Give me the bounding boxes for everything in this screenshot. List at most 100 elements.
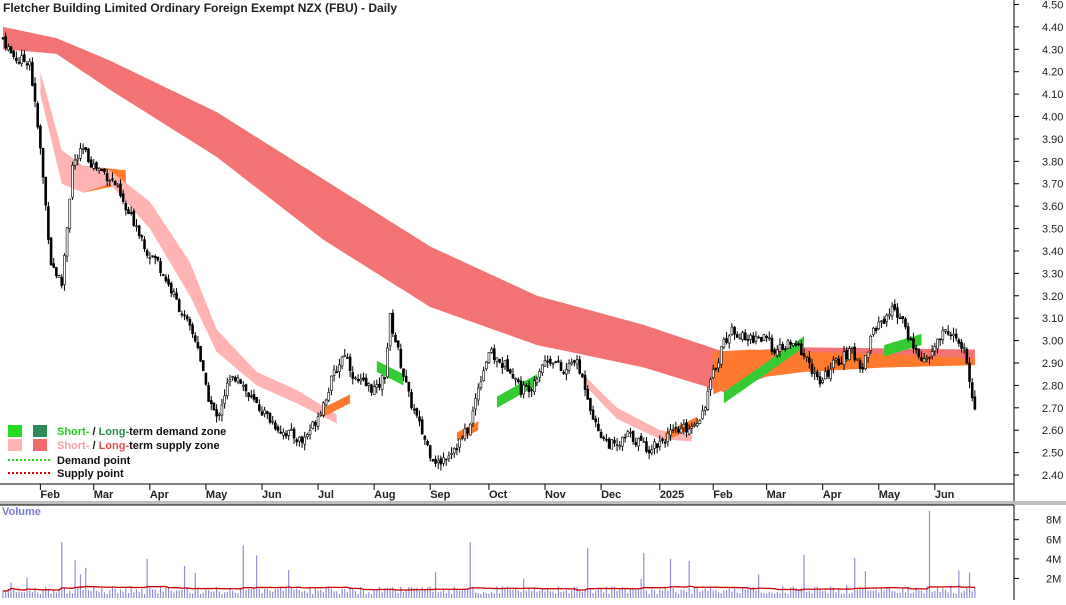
volume-moving-average <box>2 585 975 592</box>
candle-body <box>543 360 547 367</box>
candle-body <box>161 274 165 276</box>
candle-body <box>156 256 160 261</box>
candle-body <box>613 439 616 444</box>
candle-body <box>567 363 571 371</box>
candle-body <box>298 436 301 442</box>
price-tick-label: 4.40 <box>1042 22 1063 34</box>
candle-body <box>837 358 841 366</box>
candle-body <box>813 371 816 374</box>
candle-body <box>460 436 464 439</box>
candle-body <box>308 430 312 435</box>
candle-body <box>423 435 427 440</box>
candle-body <box>738 337 742 340</box>
candle-body <box>322 402 325 416</box>
candle-body <box>44 177 48 206</box>
candle-body <box>637 437 640 447</box>
candle-body <box>893 304 897 310</box>
price-tick-label: 3.60 <box>1042 201 1063 213</box>
zones-layer <box>3 26 975 442</box>
candle-body <box>511 374 515 379</box>
candle-body <box>412 408 416 411</box>
candle-body <box>898 317 902 320</box>
candle-body <box>4 36 7 49</box>
legend-swatch-long-demand <box>33 425 47 437</box>
candle-body <box>824 371 827 380</box>
candle-body <box>20 55 23 64</box>
candle-body <box>848 348 851 361</box>
candle-body <box>639 435 643 441</box>
candle-body <box>466 427 469 434</box>
candle-body <box>773 349 776 354</box>
candle-body <box>802 353 806 357</box>
candle-body <box>834 358 838 361</box>
candle-body <box>944 329 947 332</box>
candle-body <box>527 385 531 393</box>
candle-body <box>76 158 80 161</box>
candle-body <box>306 434 309 437</box>
legend-swatch-short-demand <box>8 425 22 437</box>
candle-body <box>471 410 475 424</box>
candle-body <box>850 346 854 349</box>
candle-body <box>263 409 266 415</box>
candle-body <box>180 313 184 316</box>
candle-body <box>204 372 208 385</box>
volume-tick-label: 6M <box>1046 534 1061 546</box>
candle-body <box>196 342 200 349</box>
candle-body <box>276 426 280 431</box>
candle-body <box>719 346 723 365</box>
candle-body <box>482 370 485 381</box>
legend-supply-suffix: term supply zone <box>129 440 219 452</box>
candle-body <box>164 276 168 282</box>
candle-body <box>159 260 162 274</box>
month-label: 2025 <box>660 489 684 501</box>
candle-body <box>52 263 56 268</box>
candle-body <box>808 357 811 364</box>
candle-body <box>199 346 202 362</box>
candle-body <box>378 383 381 388</box>
candle-body <box>602 437 606 439</box>
candle-body <box>290 429 293 431</box>
candle-body <box>503 360 507 368</box>
candle-body <box>858 360 862 369</box>
candle-body <box>589 398 592 411</box>
candle-body <box>741 332 744 340</box>
candle-body <box>591 409 595 420</box>
candle-body <box>968 362 971 382</box>
candle-body <box>570 361 574 365</box>
legend-demand-zone-label: Short- / Long-term demand zone <box>57 426 226 438</box>
month-label: May <box>206 489 228 501</box>
candle-body <box>575 359 579 365</box>
candle-body <box>517 379 520 383</box>
price-tick-label: 2.50 <box>1042 448 1063 460</box>
candle-body <box>597 423 600 432</box>
candle-body <box>279 431 282 434</box>
candle-body <box>583 374 587 390</box>
candle-body <box>928 356 931 359</box>
candle-body <box>295 439 299 443</box>
candle-body <box>533 380 536 392</box>
candle-body <box>239 379 242 384</box>
candle-body <box>733 326 736 335</box>
legend-supply-point-label: Supply point <box>57 468 124 480</box>
candle-body <box>941 329 945 340</box>
candle-body <box>268 412 272 423</box>
candle-body <box>380 375 384 390</box>
candle-body <box>711 369 715 378</box>
candle-body <box>786 340 790 349</box>
candle-body <box>864 355 867 370</box>
price-tick-label: 3.40 <box>1042 246 1063 258</box>
candle-body <box>153 256 157 259</box>
short-term-demand-zone <box>376 360 404 386</box>
candle-body <box>188 319 192 326</box>
candle-body <box>717 362 720 369</box>
candle-body <box>394 334 397 343</box>
candle-body <box>615 444 619 446</box>
candle-body <box>79 148 82 159</box>
candle-body <box>57 275 61 278</box>
candle-body <box>292 428 296 439</box>
candle-body <box>183 314 186 317</box>
candle-body <box>861 367 865 370</box>
candle-body <box>800 343 803 356</box>
candle-body <box>842 351 846 366</box>
